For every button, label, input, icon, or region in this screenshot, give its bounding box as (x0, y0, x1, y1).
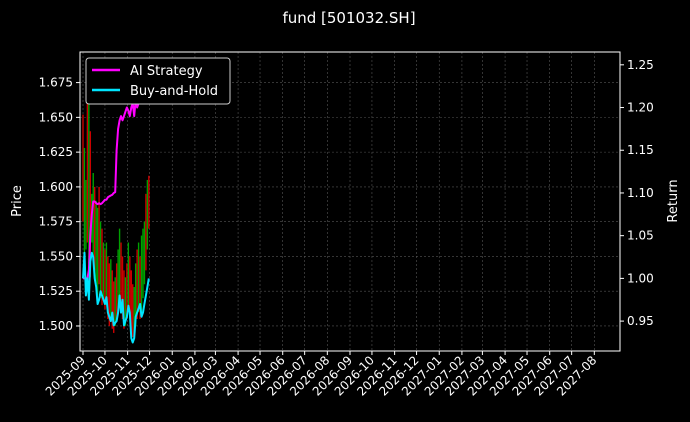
return-axis-label: Return (666, 179, 681, 222)
price-tick-label: 1.675 (39, 76, 73, 90)
price-tick-label: 1.625 (39, 145, 73, 159)
chart-title: fund [501032.SH] (282, 9, 415, 27)
price-axis: 1.500 1.525 1.550 1.575 1.600 1.625 1.650 1.675 (39, 76, 80, 333)
price-tick-label: 1.575 (39, 215, 73, 229)
return-tick-label: 1.05 (627, 229, 654, 243)
price-axis-label: Price (10, 185, 25, 217)
series-lines (82, 66, 150, 344)
price-tick-label: 1.600 (39, 180, 73, 194)
return-axis: 0.95 1.00 1.05 1.10 1.15 1.20 1.25 (620, 58, 654, 328)
ai-strategy-line (83, 66, 150, 280)
return-tick-label: 1.20 (627, 101, 654, 115)
price-tick-label: 1.550 (39, 249, 73, 263)
price-tick-label: 1.650 (39, 110, 73, 124)
buy-and-hold-line (82, 251, 150, 344)
return-tick-label: 1.10 (627, 186, 654, 200)
return-tick-label: 1.00 (627, 271, 654, 285)
legend-label-bh: Buy-and-Hold (130, 84, 218, 99)
legend-box (85, 57, 231, 105)
price-tick-label: 1.525 (39, 284, 73, 298)
price-tick-label: 1.500 (39, 319, 73, 333)
return-tick-label: 1.15 (627, 143, 654, 157)
legend-label-ai: AI Strategy (130, 64, 203, 79)
legend: AI Strategy Buy-and-Hold (85, 57, 231, 105)
return-tick-label: 1.25 (627, 58, 654, 72)
return-tick-label: 0.95 (627, 314, 654, 328)
